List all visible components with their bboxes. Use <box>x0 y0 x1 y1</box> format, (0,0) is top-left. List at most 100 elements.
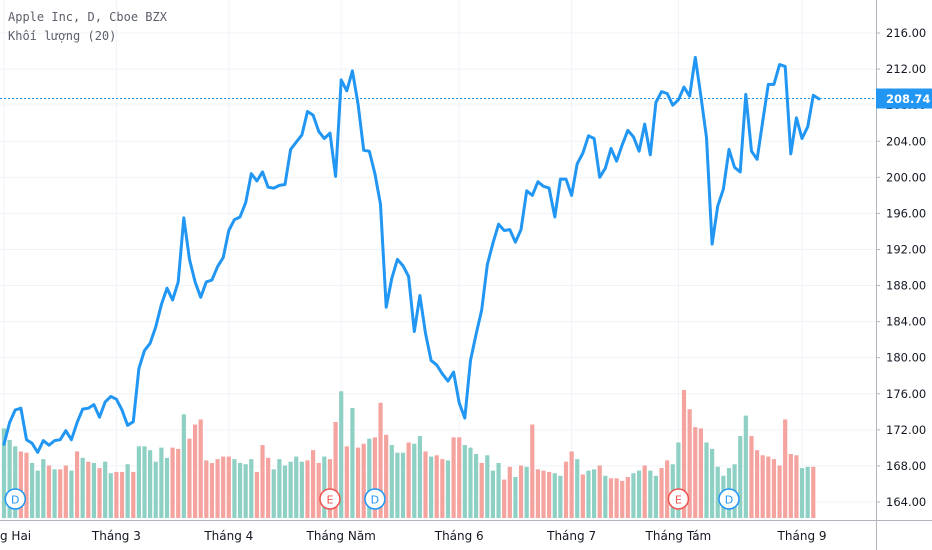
volume-bar <box>30 462 35 518</box>
time-axis[interactable]: g Hai Tháng 3 Tháng 4 Tháng Năm Tháng 6 Tháng… <box>0 520 932 550</box>
volume-bar <box>7 439 12 518</box>
volume-bar <box>91 462 97 518</box>
volume-bar <box>35 470 40 518</box>
volume-bar <box>811 466 816 518</box>
volume-bar <box>440 459 445 518</box>
price-tick-label: 180.00 <box>886 351 926 365</box>
volume-bar <box>299 461 304 518</box>
volume-bar <box>237 462 243 518</box>
volume-bar <box>226 456 231 518</box>
volume-bar <box>704 442 709 518</box>
dividend-event-icon[interactable]: D <box>364 488 386 510</box>
volume-bar <box>344 446 349 518</box>
volume-bar <box>642 465 647 518</box>
volume-bar <box>771 459 777 518</box>
price-tick-label: 184.00 <box>886 315 926 329</box>
volume-bar <box>631 473 636 518</box>
volume-bar <box>710 448 715 518</box>
volume-bar <box>406 442 411 518</box>
volume-bar <box>131 471 136 518</box>
volume-bar <box>63 465 68 518</box>
volume-bar <box>86 461 91 518</box>
volume-bar <box>384 434 389 518</box>
price-line <box>2 55 821 454</box>
time-tick-label: Tháng Năm <box>306 529 376 543</box>
volume-bar <box>592 469 597 518</box>
price-tick-label: 192.00 <box>886 242 926 256</box>
volume-bar <box>479 462 484 518</box>
volume-bar <box>580 474 585 518</box>
price-axis[interactable]: 216.00212.00208.00204.00200.00196.00192.… <box>876 0 932 550</box>
time-tick-label: Tháng 7 <box>546 529 596 543</box>
volume-bar <box>457 437 462 518</box>
time-tick-label: Tháng 6 <box>434 529 484 543</box>
volume-bar <box>148 450 153 518</box>
dividend-event-icon[interactable]: D <box>4 488 26 510</box>
volume-bar <box>524 466 529 518</box>
volume-bar <box>485 455 490 518</box>
volume-bar <box>783 419 788 518</box>
volume-bar <box>653 475 659 518</box>
last-price-label: 208.74 <box>886 92 930 106</box>
event-marker-circle <box>319 488 341 510</box>
volume-bar <box>108 473 113 518</box>
volume-bar <box>164 457 170 518</box>
chart-legend: Apple Inc, D, Cboe BZX Khối lượng (20) <box>8 8 167 46</box>
volume-bar <box>575 459 580 518</box>
volume-bar <box>204 460 209 518</box>
volume-bar <box>277 459 282 518</box>
volume-bar <box>597 465 602 518</box>
volume-bar <box>350 407 355 518</box>
volume-bar <box>468 447 473 518</box>
price-tick-label: 168.00 <box>886 459 926 473</box>
event-marker-letter: E <box>675 494 682 507</box>
volume-bar <box>119 471 125 518</box>
volume-bar <box>361 443 366 518</box>
volume-indicator-label: Khối lượng (20) <box>8 29 117 43</box>
volume-bar <box>535 469 540 518</box>
volume-bar <box>665 460 670 518</box>
volume-bar <box>97 468 102 518</box>
price-tick-label: 188.00 <box>886 279 926 293</box>
volume-bar <box>794 455 799 518</box>
volume-bar <box>395 452 400 518</box>
last-price-tag <box>876 88 932 109</box>
volume-bar <box>142 446 147 518</box>
volume-bar <box>676 442 681 518</box>
event-marker-letter: D <box>11 494 19 507</box>
volume-bar <box>80 457 85 518</box>
volume-bar <box>648 470 653 518</box>
volume-bar <box>502 479 507 518</box>
volume-bar <box>74 451 80 518</box>
volume-bar <box>232 459 237 518</box>
volume-bar <box>625 477 630 518</box>
line-layer <box>0 55 876 454</box>
earnings-event-icon[interactable]: E <box>319 488 341 510</box>
volume-bar <box>187 438 192 518</box>
volume-bar <box>52 469 57 518</box>
volume-bar <box>636 470 642 518</box>
time-tick-label: Tháng 3 <box>91 529 141 543</box>
volume-bar <box>136 446 141 518</box>
volume-bar <box>547 471 552 518</box>
volume-bar <box>445 460 451 518</box>
volume-bar <box>46 465 52 518</box>
price-tick-label: 212.00 <box>886 62 926 76</box>
volume-bar <box>434 455 439 518</box>
volume-bar <box>805 466 810 518</box>
price-tick-label: 200.00 <box>886 170 926 184</box>
volume-bar <box>715 466 720 518</box>
volume-bar <box>586 470 591 518</box>
volume-bar <box>18 451 23 518</box>
dividend-event-icon[interactable]: D <box>718 488 740 510</box>
volume-bar <box>518 465 524 518</box>
volume-bar <box>620 480 625 518</box>
volume-bar <box>743 415 748 518</box>
volume-bar <box>266 457 271 518</box>
volume-bar <box>608 478 614 518</box>
volume-bar <box>260 445 265 518</box>
volume-bar <box>614 478 619 518</box>
earnings-event-icon[interactable]: E <box>667 488 690 510</box>
